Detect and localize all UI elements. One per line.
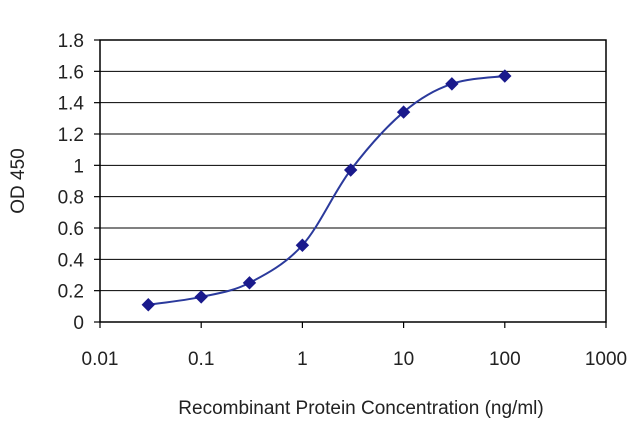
y-tick-label: 1.8 [58,31,84,52]
y-tick-label: 1.4 [58,94,85,115]
data-point-6 [445,77,459,91]
x-tick-label: 0.01 [82,349,119,370]
y-tick-label: 1.2 [58,125,84,146]
data-point-7 [498,69,512,83]
x-tick-label: 1 [297,349,308,370]
data-point-1 [194,290,208,304]
y-tick-label: 1.6 [58,62,84,83]
data-point-3 [295,238,310,252]
data-point-4 [343,163,358,177]
plot-area-frame [99,39,607,323]
x-tick-label: 0.1 [188,349,214,370]
y-tick-label: 0.4 [58,250,85,271]
y-axis-title: OD 450 [8,148,29,213]
series-line [148,75,505,306]
x-tick-label: 1000 [585,349,627,370]
x-axis-title: Recombinant Protein Concentration (ng/ml… [178,398,543,419]
y-tick-label: 0.6 [58,219,84,240]
series-group [141,69,512,312]
y-axis-ticks: 0 0.2 0.4 0.6 0.8 1 1.2 1.4 1.6 1.8 [58,31,100,334]
data-point-2 [242,276,257,290]
y-tick-label: 0.8 [58,188,84,209]
data-point-5 [396,105,411,119]
data-point-0 [141,298,155,312]
y-tick-label: 0.2 [58,282,84,303]
y-tick-label: 0 [73,313,84,334]
x-axis-ticks: 0.01 0.1 1 10 100 1000 [82,322,627,370]
x-tick-label: 10 [393,349,414,370]
grid-lines [100,70,606,292]
y-tick-label: 1 [73,156,84,177]
x-tick-label: 100 [489,349,521,370]
